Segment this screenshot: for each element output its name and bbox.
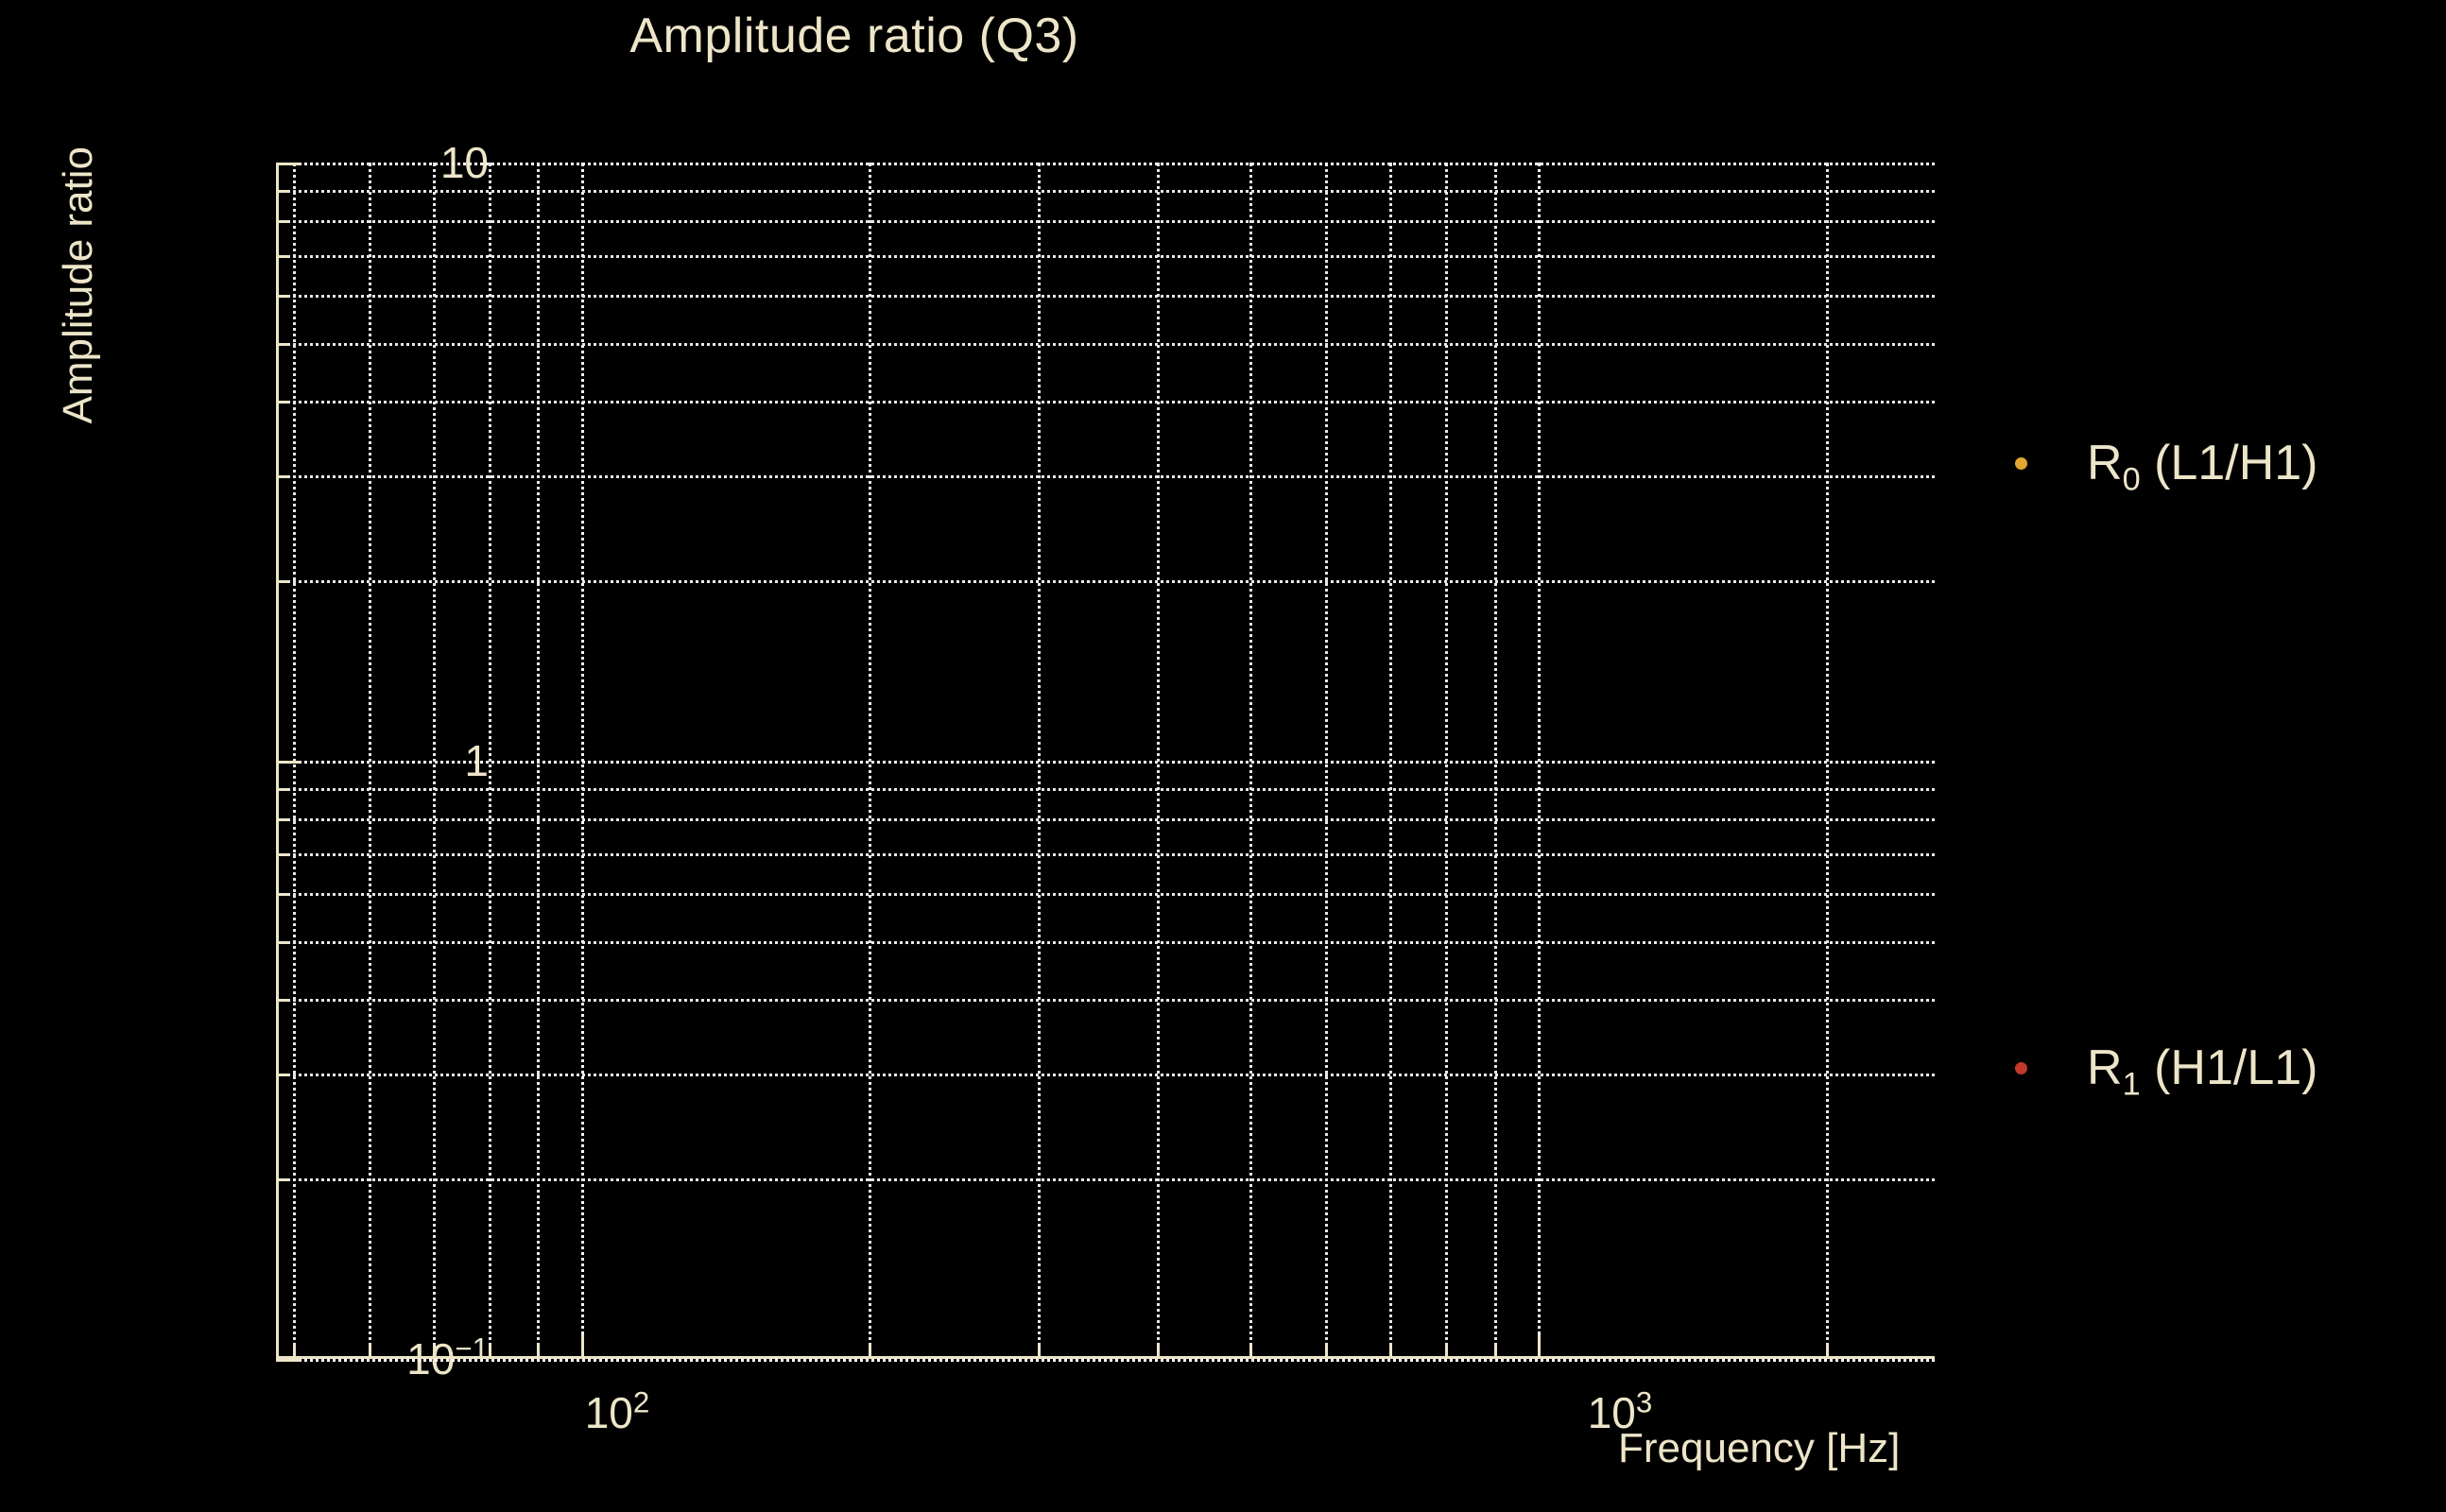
- gridline-horizontal: [276, 818, 1935, 822]
- gridline-horizontal: [276, 1178, 1935, 1182]
- gridline-vertical: [488, 163, 491, 1359]
- y-axis-tick: [276, 163, 301, 165]
- gridline-vertical: [1157, 163, 1161, 1359]
- gridline-horizontal: [276, 787, 1935, 791]
- gridline-horizontal: [276, 1073, 1935, 1076]
- x-axis-tick: [1249, 1346, 1253, 1359]
- gridline-horizontal: [276, 893, 1935, 897]
- legend[interactable]: R0 (L1/H1) R1 (H1/L1): [1989, 406, 2433, 1106]
- y-axis-tick: [276, 893, 289, 897]
- x-axis-tick: [1389, 1346, 1393, 1359]
- gridline-horizontal: [276, 255, 1935, 259]
- x-tick-label-1000: 103: [1587, 1385, 1653, 1437]
- x-axis-tick: [869, 1346, 872, 1359]
- gridline-vertical: [432, 163, 436, 1359]
- x-axis-tick: [1157, 1346, 1161, 1359]
- chart-title: Amplitude ratio (Q3): [0, 8, 2446, 64]
- gridline-horizontal: [276, 761, 1935, 764]
- x-axis-tick: [537, 1346, 541, 1359]
- x-axis-tick: [292, 1346, 296, 1359]
- y-axis-tick: [276, 761, 301, 764]
- y-axis-tick: [276, 1073, 289, 1076]
- x-axis-title: Frequency [Hz]: [1618, 1425, 1901, 1471]
- x-axis-tick: [1037, 1346, 1041, 1359]
- gridline-vertical: [869, 163, 872, 1359]
- gridline-horizontal: [276, 474, 1935, 478]
- x-axis-tick: [1325, 1346, 1329, 1359]
- x-axis-tick: [369, 1346, 372, 1359]
- legend-marker-icon-r0: [2015, 456, 2027, 470]
- x-axis-tick: [1825, 1346, 1829, 1359]
- gridline-vertical: [580, 163, 584, 1359]
- legend-label-r1: R1 (H1/L1): [2087, 1040, 2318, 1103]
- y-axis-tick: [276, 342, 289, 346]
- legend-entry-r0[interactable]: R0 (L1/H1): [1989, 425, 2318, 501]
- x-axis-tick: [1537, 1334, 1541, 1359]
- chart-title-text: Amplitude ratio (Q3): [629, 9, 1079, 63]
- y-axis-tick: [276, 787, 289, 791]
- gridline-horizontal: [276, 342, 1935, 346]
- legend-label-r0: R0 (L1/H1): [2087, 436, 2318, 498]
- y-axis-tick: [276, 940, 289, 944]
- gridline-vertical: [1825, 163, 1829, 1359]
- gridline-horizontal: [276, 400, 1935, 404]
- gridline-vertical: [1444, 163, 1448, 1359]
- x-axis-tick: [1493, 1346, 1497, 1359]
- y-axis-tick: [276, 400, 289, 404]
- gridline-horizontal: [276, 189, 1935, 193]
- gridline-vertical: [1389, 163, 1393, 1359]
- gridline-horizontal: [276, 580, 1935, 584]
- gridline-vertical: [1037, 163, 1041, 1359]
- y-axis-tick: [276, 580, 289, 584]
- gridline-horizontal: [276, 998, 1935, 1002]
- gridline-vertical: [369, 163, 372, 1359]
- y-axis-tick: [276, 189, 289, 193]
- y-axis-tick: [276, 998, 289, 1002]
- x-axis-tick: [580, 1334, 584, 1359]
- gridline-vertical: [1249, 163, 1253, 1359]
- x-axis-tick: [488, 1346, 491, 1359]
- gridline-horizontal: [276, 940, 1935, 944]
- y-axis-tick: [276, 474, 289, 478]
- plot-frame-border: [276, 163, 1935, 1359]
- legend-entry-r1[interactable]: R1 (H1/L1): [1989, 1030, 2318, 1106]
- x-tick-label-100: 102: [584, 1385, 650, 1437]
- gridline-horizontal: [276, 1359, 1935, 1362]
- y-axis-title: Amplitude ratio: [55, 146, 101, 424]
- x-axis-tick: [432, 1346, 436, 1359]
- y-axis-tick: [276, 220, 289, 224]
- plot-area[interactable]: [276, 163, 1935, 1362]
- gridline-vertical: [1537, 163, 1541, 1359]
- y-axis-tick: [276, 1178, 289, 1182]
- gridline-vertical: [1493, 163, 1497, 1359]
- y-axis-tick: [276, 1359, 301, 1362]
- gridline-horizontal: [276, 295, 1935, 299]
- gridline-horizontal: [276, 853, 1935, 857]
- legend-marker-icon-r1: [2015, 1061, 2027, 1074]
- y-axis-tick: [276, 295, 289, 299]
- gridline-vertical: [537, 163, 541, 1359]
- y-axis-tick: [276, 853, 289, 857]
- y-axis-tick: [276, 255, 289, 259]
- y-axis-tick: [276, 818, 289, 822]
- gridline-vertical: [1325, 163, 1329, 1359]
- gridline-horizontal: [276, 163, 1935, 165]
- gridline-horizontal: [276, 220, 1935, 224]
- x-axis-tick: [1444, 1346, 1448, 1359]
